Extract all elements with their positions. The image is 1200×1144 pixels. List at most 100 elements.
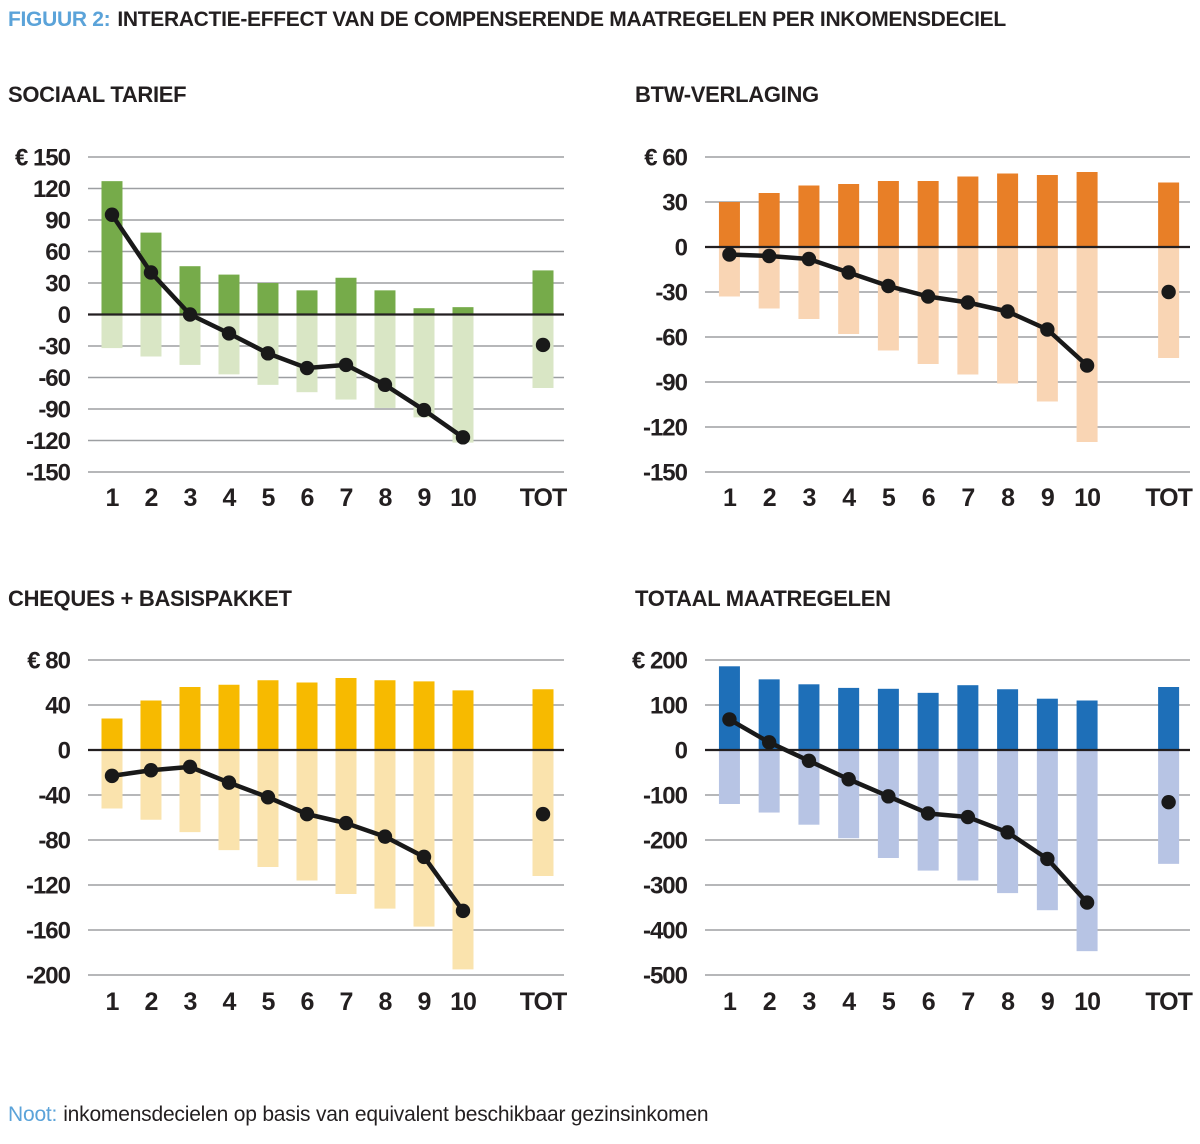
x-tick-label: 7 bbox=[961, 484, 974, 512]
x-tick-label: 4 bbox=[223, 484, 237, 512]
interaction-effect-dot bbox=[841, 772, 856, 787]
y-tick-label: -200 bbox=[643, 828, 688, 855]
bar-positive bbox=[798, 185, 820, 247]
interaction-effect-dot bbox=[761, 735, 777, 750]
bar-positive bbox=[917, 692, 939, 750]
x-tick-label: 8 bbox=[1001, 988, 1015, 1016]
y-tick-label: € 60 bbox=[644, 145, 687, 172]
bar-negative bbox=[335, 314, 357, 400]
x-tick-label: TOT bbox=[1145, 484, 1192, 512]
x-tick-label: 8 bbox=[1001, 484, 1015, 512]
bar-negative bbox=[257, 750, 279, 867]
y-tick-label: -90 bbox=[655, 370, 687, 397]
interaction-effect-dot bbox=[104, 207, 120, 222]
y-tick-label: -120 bbox=[26, 428, 71, 455]
bar-negative bbox=[917, 247, 939, 364]
y-tick-label: 0 bbox=[675, 235, 688, 262]
bar-negative bbox=[374, 314, 396, 408]
bar-positive bbox=[1036, 175, 1058, 247]
y-tick-label: -150 bbox=[26, 460, 71, 487]
bar-positive bbox=[257, 680, 279, 750]
x-tick-label: 3 bbox=[802, 988, 815, 1016]
bar-negative bbox=[413, 314, 435, 418]
interaction-effect-dot bbox=[182, 759, 198, 775]
x-tick-label: 3 bbox=[184, 484, 197, 512]
x-tick-label: 9 bbox=[418, 484, 431, 512]
y-tick-label: -160 bbox=[26, 918, 71, 945]
y-tick-label: 30 bbox=[662, 190, 687, 217]
bar-positive bbox=[452, 307, 474, 315]
bar-positive bbox=[758, 679, 780, 750]
bar-positive bbox=[718, 202, 740, 247]
bar-positive bbox=[296, 682, 318, 750]
interaction-effect-dot bbox=[221, 775, 237, 790]
y-tick-label: -100 bbox=[643, 783, 688, 810]
bar-positive bbox=[997, 173, 1019, 247]
interaction-effect-dot bbox=[801, 753, 817, 768]
interaction-effect-dot bbox=[104, 768, 120, 784]
y-tick-label: -40 bbox=[38, 783, 70, 810]
interaction-effect-dot bbox=[182, 307, 198, 322]
figure-number-label: FIGUUR 2: bbox=[8, 8, 111, 31]
interaction-effect-dot bbox=[881, 278, 896, 294]
interaction-effect-dot bbox=[801, 251, 817, 267]
y-tick-label: 40 bbox=[45, 693, 70, 720]
interaction-effect-dot bbox=[1161, 795, 1176, 810]
chart-title-totaal-maatregelen: TOTAAL MAATREGELEN bbox=[635, 586, 891, 611]
bar-positive bbox=[179, 687, 201, 750]
bar-negative bbox=[218, 314, 240, 375]
bar-positive bbox=[718, 666, 740, 750]
bar-negative bbox=[452, 750, 474, 970]
interaction-effect-dot bbox=[960, 295, 976, 310]
bar-positive bbox=[1158, 182, 1180, 247]
x-tick-label: 2 bbox=[145, 988, 158, 1016]
interaction-effect-dot bbox=[1040, 851, 1055, 867]
y-tick-label: € 200 bbox=[632, 648, 688, 675]
interaction-effect-dot bbox=[722, 712, 737, 727]
interaction-effect-dot bbox=[299, 360, 315, 376]
x-tick-label: TOT bbox=[520, 988, 567, 1016]
y-tick-label: -200 bbox=[26, 963, 71, 990]
bar-positive bbox=[296, 290, 318, 315]
bar-negative bbox=[140, 314, 162, 357]
interaction-effect-dot bbox=[143, 265, 159, 280]
interaction-effect-dot bbox=[841, 265, 856, 280]
bar-positive bbox=[1036, 698, 1058, 750]
chart-btw-verlaging: € 60 30 0 -30 -60 -90 -120 -150 1 2 3 4 5 6 7 8 9 10 TOT bbox=[643, 145, 1194, 513]
bar-negative bbox=[957, 247, 979, 375]
interaction-effect-dot bbox=[338, 815, 354, 831]
chart-totaal-maatregelen: € 200 100 0 -100 -200 -300 -400 -500 1 2 3 4 5 6 7 8 9 10… bbox=[632, 648, 1194, 1017]
interaction-effect-dot bbox=[338, 357, 354, 373]
bar-positive bbox=[997, 689, 1019, 750]
x-tick-label: 10 bbox=[450, 988, 476, 1016]
bar-negative bbox=[758, 750, 780, 813]
x-tick-label: 5 bbox=[882, 484, 896, 512]
y-tick-label: € 150 bbox=[15, 145, 71, 172]
y-tick-label: 100 bbox=[650, 693, 688, 720]
y-tick-label: -30 bbox=[38, 334, 70, 361]
chart-sociaal-tarief: € 150 120 90 60 30 0 -30 -60 -90 -120 -150 1 2 3 4 5 6 7 8… bbox=[15, 145, 568, 513]
interaction-effect-dot bbox=[299, 806, 315, 822]
bar-negative bbox=[718, 750, 740, 804]
bar-negative bbox=[798, 750, 820, 825]
bar-positive bbox=[218, 684, 240, 750]
interaction-effect-dot bbox=[960, 809, 976, 825]
x-tick-label: 1 bbox=[723, 484, 737, 512]
y-tick-label: -90 bbox=[38, 397, 70, 424]
x-tick-label: 2 bbox=[763, 484, 776, 512]
y-tick-label: -120 bbox=[26, 873, 71, 900]
x-tick-label: 6 bbox=[301, 484, 314, 512]
x-tick-label: 9 bbox=[1041, 484, 1054, 512]
bar-negative bbox=[413, 750, 435, 927]
y-tick-label: 0 bbox=[58, 302, 71, 329]
bar-positive bbox=[532, 270, 554, 315]
y-tick-label: -30 bbox=[655, 280, 687, 307]
bar-positive bbox=[838, 184, 860, 247]
bar-negative bbox=[218, 750, 240, 851]
bar-positive bbox=[257, 283, 279, 315]
y-tick-label: 0 bbox=[675, 738, 688, 765]
interaction-effect-dot bbox=[920, 806, 936, 821]
bar-positive bbox=[877, 181, 899, 247]
interaction-effect-dot bbox=[1161, 284, 1176, 300]
bar-negative bbox=[838, 750, 860, 839]
